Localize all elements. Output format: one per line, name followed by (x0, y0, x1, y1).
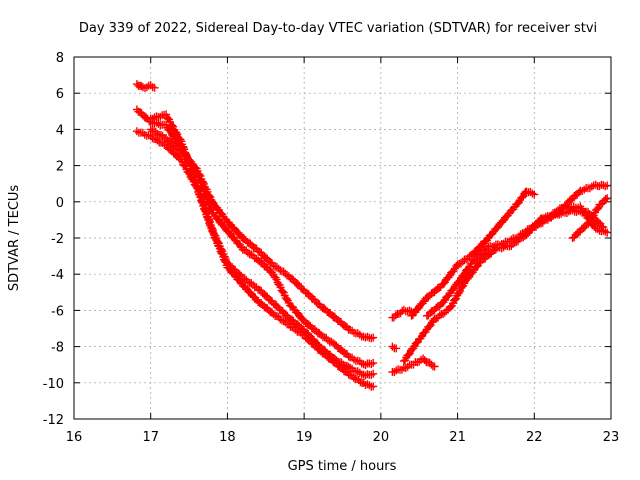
plot-frame (73, 56, 612, 420)
x-tick-label: 21 (449, 430, 466, 445)
y-tick-label: 6 (56, 87, 64, 102)
series-track-4 (146, 110, 378, 380)
y-tick-label: -10 (43, 377, 64, 392)
data-mark (146, 110, 378, 380)
y-tick-label: 4 (56, 123, 64, 138)
y-tick-label: -6 (51, 304, 64, 319)
data-points (132, 80, 612, 391)
x-tick-label: 17 (142, 430, 159, 445)
y-tick-labels: -12 -10 -8 -6 -4 -2 0 2 4 6 8 (43, 51, 64, 428)
x-tick-label: 18 (219, 430, 236, 445)
series-track-7 (388, 354, 439, 377)
x-tick-label: 20 (373, 430, 390, 445)
x-tick-label: 19 (296, 430, 313, 445)
series-track-11 (407, 187, 539, 320)
y-tick-label: -2 (51, 232, 64, 247)
x-axis-label: GPS time / hours (288, 459, 397, 474)
series-track-1 (132, 80, 159, 92)
data-mark (132, 80, 159, 92)
x-tick-label: 16 (66, 430, 83, 445)
x-tick-label: 22 (526, 430, 543, 445)
chart-title: Day 339 of 2022, Sidereal Day-to-day VTE… (79, 21, 597, 36)
x-tick-label: 23 (603, 430, 620, 445)
series-track-8 (388, 342, 401, 353)
y-tick-label: -12 (43, 413, 64, 428)
y-tick-label: 8 (56, 51, 64, 66)
series-track-5 (146, 125, 378, 343)
data-mark (388, 354, 439, 377)
series-track-13 (568, 194, 612, 242)
y-axis-label: SDTVAR / TECUs (7, 185, 22, 292)
y-tick-label: -8 (51, 341, 64, 356)
x-tick-labels: 16 17 18 19 20 21 22 23 (66, 430, 620, 445)
data-mark (399, 206, 608, 366)
data-mark (388, 342, 401, 353)
y-tick-label: -4 (51, 268, 64, 283)
y-tick-label: 2 (56, 160, 64, 175)
series-track-9 (399, 206, 608, 366)
data-mark (407, 187, 539, 320)
data-mark (568, 194, 612, 242)
series-track-12 (530, 202, 612, 237)
data-mark (530, 202, 612, 237)
y-tick-label: 0 (56, 196, 64, 211)
grid (74, 57, 611, 419)
data-mark (146, 125, 378, 343)
